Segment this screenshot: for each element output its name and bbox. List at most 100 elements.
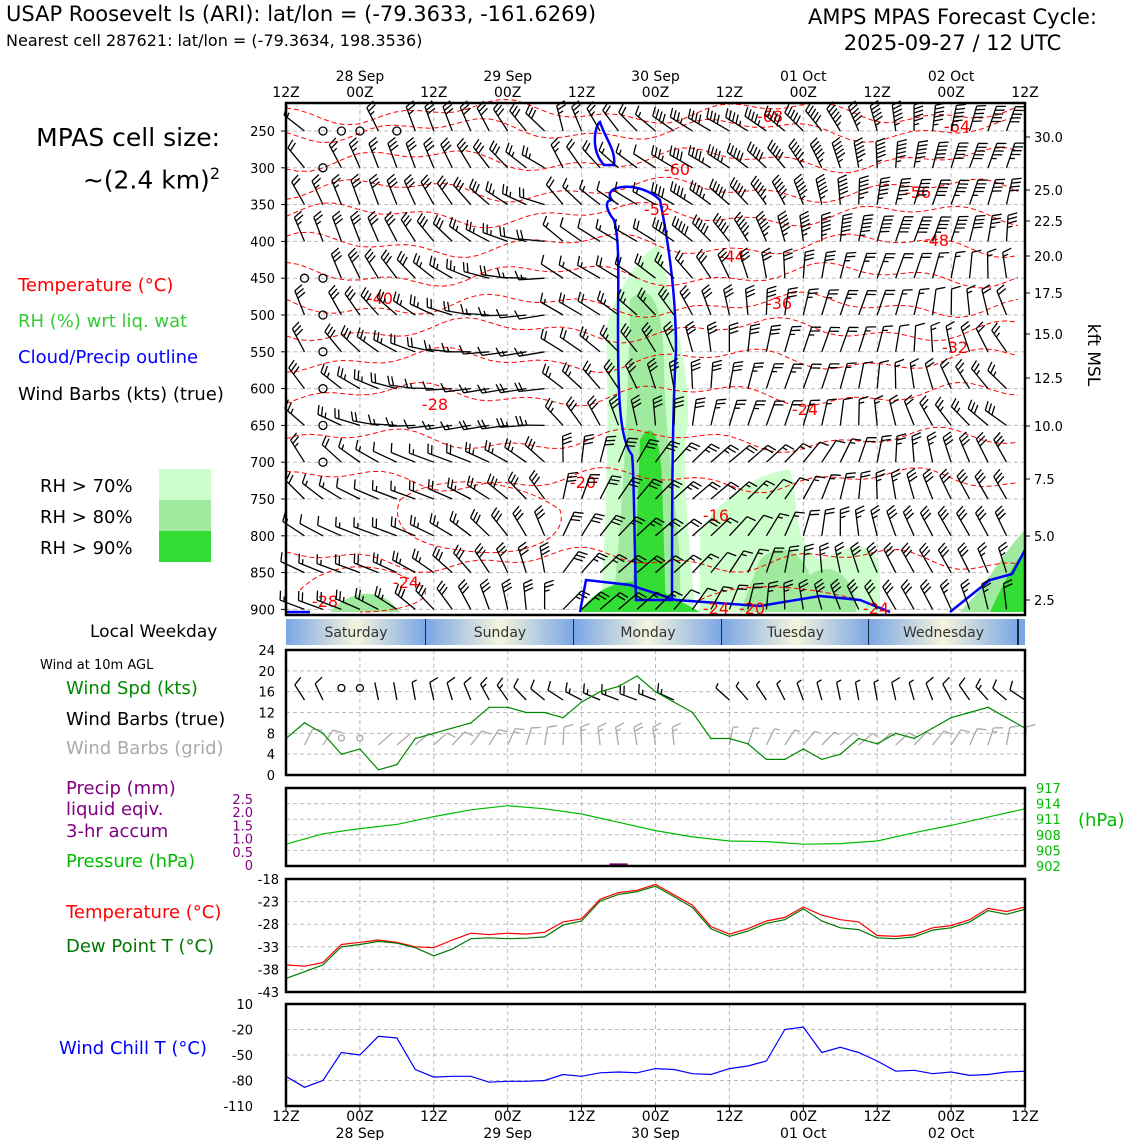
upper-wind-barb [728, 550, 754, 573]
surface-grid-barb [671, 722, 682, 746]
surface-grid-barb [858, 732, 878, 746]
top-date-label: 29 Sep [483, 69, 532, 85]
upper-wind-barb [394, 583, 416, 610]
wind-speed-point [820, 758, 823, 761]
upper-wind-barb [596, 180, 619, 206]
temperature-contour-label: -44 [719, 247, 745, 266]
upper-wind-barb [839, 472, 856, 500]
upper-wind-barb [673, 518, 703, 537]
upper-wind-barb [301, 473, 324, 500]
upper-wind-barb [655, 479, 683, 500]
forecast-title-line: AMPS MPAS Forecast Cycle: [808, 5, 1097, 29]
upper-wind-barb [830, 578, 842, 610]
upper-wind-barb [316, 590, 342, 611]
upper-wind-barb [968, 214, 986, 242]
vertical-profile-panel: -68-64-60-56-52-48-44-40 -36-32-28 -24-20-… [250, 98, 1103, 618]
upper-wind-barb [625, 358, 638, 389]
surface-true-barb [294, 676, 306, 701]
upper-wind-barb [765, 400, 785, 426]
upper-wind-barb [641, 321, 657, 353]
surface-true-barb [393, 682, 398, 701]
wind-speed-point [728, 737, 731, 740]
wind-speed-point [968, 711, 971, 714]
upper-wind-barb [633, 144, 656, 169]
surface-true-barb [429, 676, 439, 701]
upper-wind-barb [582, 360, 601, 390]
top-hour-tick: 00Z [790, 85, 817, 101]
upper-wind-barb [895, 433, 907, 463]
upper-wind-barb [839, 397, 854, 426]
precip-axis: 00.51.01.52.02.5 [232, 793, 253, 874]
calm-wind-circle [318, 457, 328, 467]
upper-wind-barb [728, 399, 747, 426]
upper-wind-barb [330, 247, 343, 279]
upper-wind-barb [939, 468, 952, 500]
upper-wind-barb [950, 215, 969, 242]
upper-wind-barb [596, 290, 619, 316]
upper-wind-barb [684, 320, 696, 352]
upper-wind-barb [372, 441, 398, 463]
upper-wind-barb [931, 216, 951, 242]
upper-wind-barb [334, 554, 361, 574]
kft-tick-label: 22.5 [1034, 215, 1063, 230]
upper-wind-barb [472, 138, 490, 169]
surface-grid-barb [580, 722, 590, 746]
upper-wind-barb [616, 288, 638, 316]
pressure-tick-label: 900 [250, 603, 275, 618]
upper-wind-barb [802, 475, 826, 500]
upper-wind-barb [873, 395, 884, 426]
upper-wind-barb [344, 285, 361, 316]
upper-wind-barb [614, 181, 638, 206]
upper-wind-barb [447, 477, 472, 500]
upper-wind-barb [826, 101, 842, 132]
upper-wind-barb [462, 262, 490, 279]
profile-frame [284, 101, 1027, 617]
dewpoint-legend: Dew Point T (°C) [66, 936, 214, 957]
upper-wind-barb [712, 212, 730, 242]
pressure-legend: Pressure (hPa) [66, 851, 195, 872]
upper-wind-barb [390, 442, 416, 463]
upper-wind-barb [372, 552, 398, 574]
wind-speed-point [950, 716, 952, 719]
upper-wind-barb [655, 555, 684, 574]
bottom-hour-tick: 12Z [568, 1109, 595, 1125]
wind-speed-point [636, 675, 638, 677]
upper-wind-barb [637, 287, 656, 316]
top-hour-tick: 12Z [420, 85, 447, 101]
upper-wind-barb [501, 578, 513, 610]
upper-wind-barb [469, 508, 490, 537]
upper-wind-barb [837, 174, 849, 205]
upper-wind-barb [507, 471, 527, 500]
upper-wind-barb [561, 432, 572, 463]
upper-wind-barb [390, 480, 416, 500]
surface-true-barb [463, 676, 472, 701]
bottom-hour-tick: 12Z [1011, 1109, 1038, 1125]
upper-wind-barb [328, 137, 342, 169]
wind-speed-point [617, 685, 620, 688]
surface-grid-barb [950, 729, 971, 746]
upper-wind-barb [443, 301, 471, 316]
upper-wind-barb [709, 178, 730, 206]
upper-wind-barb [654, 440, 681, 463]
upper-wind-barb [1002, 579, 1013, 610]
temperature-panel-grid [286, 878, 1025, 993]
temperature-panel-frame [284, 877, 1027, 994]
upper-wind-barb [993, 432, 1008, 463]
temperature-contour-label: -40 [367, 289, 393, 308]
upper-wind-barb [492, 101, 509, 132]
upper-wind-barb [931, 286, 946, 316]
top-hour-tick: 12Z [1011, 85, 1038, 101]
upper-wind-barb [784, 325, 802, 352]
top-date-label: 02 Oct [928, 69, 975, 85]
wind-speed-point [894, 732, 897, 735]
upper-wind-barb [987, 213, 1002, 242]
wind-speed-point [710, 737, 712, 740]
upper-wind-barb [636, 555, 666, 574]
cell-size-line1: MPAS cell size: [36, 123, 220, 152]
upper-wind-barb [765, 478, 793, 500]
wind-speed-point [562, 716, 564, 719]
upper-wind-barb [423, 137, 435, 169]
upper-wind-barb [876, 215, 894, 242]
upper-wind-barb [691, 587, 717, 610]
upper-wind-barb [906, 468, 918, 500]
